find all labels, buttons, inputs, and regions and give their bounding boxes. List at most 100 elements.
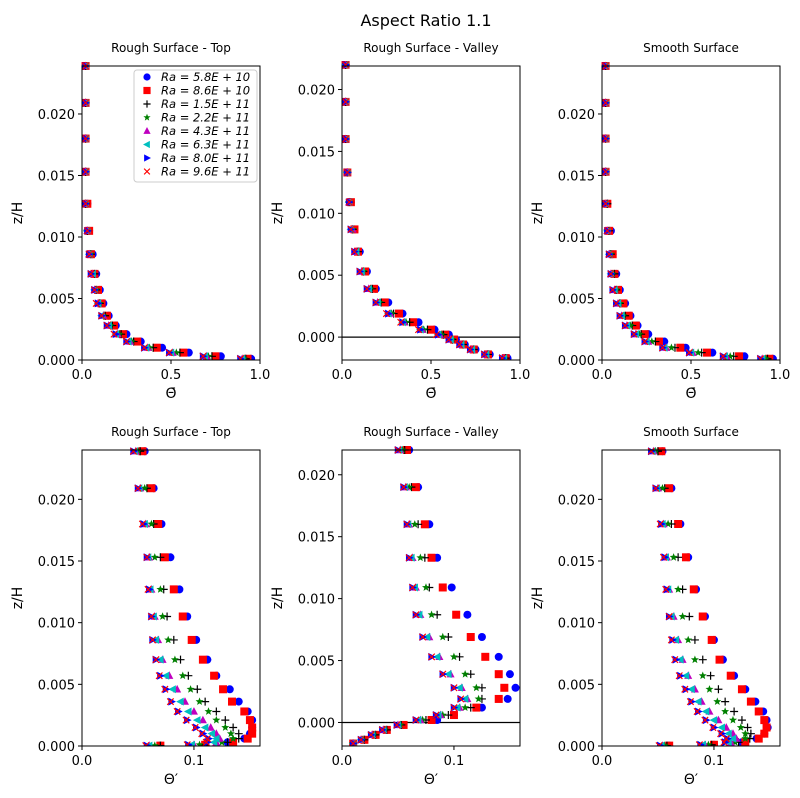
marker-star bbox=[674, 585, 683, 593]
x-tick-label: 0.1 bbox=[444, 754, 465, 769]
marker-x bbox=[466, 345, 474, 354]
y-tick-label: 0.020 bbox=[38, 108, 75, 123]
marker-x bbox=[647, 447, 655, 455]
marker-star bbox=[405, 483, 414, 491]
marker-x bbox=[671, 656, 679, 664]
marker-star bbox=[474, 694, 483, 703]
marker-square bbox=[466, 633, 475, 642]
marker-x bbox=[341, 98, 350, 106]
series bbox=[349, 446, 465, 746]
marker-star bbox=[172, 348, 181, 356]
subplot-title: Rough Surface - Top bbox=[111, 425, 231, 439]
x-axis-label: Θ′ bbox=[424, 772, 438, 788]
marker-x bbox=[147, 612, 156, 621]
marker-x bbox=[450, 684, 458, 692]
y-tick-label: 0.005 bbox=[298, 269, 335, 284]
marker-star bbox=[729, 715, 737, 724]
marker-square bbox=[472, 703, 481, 712]
marker-x bbox=[455, 340, 464, 349]
y-tick-label: 0.020 bbox=[298, 469, 335, 484]
marker-plus bbox=[714, 685, 723, 694]
marker-triangle-left bbox=[143, 140, 150, 149]
marker-triangle-right bbox=[658, 520, 666, 528]
y-axis-label: z/H bbox=[270, 587, 286, 610]
marker-star bbox=[195, 740, 204, 746]
marker-square bbox=[741, 738, 750, 746]
marker-triangle-left bbox=[717, 723, 725, 732]
series bbox=[81, 62, 245, 360]
y-tick-label: 0.015 bbox=[558, 555, 595, 570]
subplot-title: Smooth Surface bbox=[643, 425, 739, 439]
marker-x bbox=[621, 321, 629, 330]
marker-plus bbox=[444, 711, 453, 720]
marker-square bbox=[169, 585, 178, 594]
marker-x bbox=[357, 736, 365, 744]
marker-x bbox=[81, 99, 90, 107]
series bbox=[647, 447, 737, 746]
marker-x bbox=[165, 348, 173, 357]
marker-triangle-right bbox=[702, 716, 711, 725]
subplot-title: Rough Surface - Top bbox=[111, 41, 231, 55]
marker-star bbox=[626, 321, 635, 329]
series bbox=[131, 446, 224, 746]
marker-triangle-right bbox=[695, 707, 703, 716]
marker-triangle-left bbox=[693, 697, 702, 706]
x-tick-label: 0.0 bbox=[332, 754, 353, 769]
marker-x bbox=[719, 352, 727, 360]
marker-star bbox=[134, 447, 142, 455]
marker-square bbox=[715, 655, 724, 664]
data-points bbox=[647, 446, 772, 746]
marker-x bbox=[427, 653, 436, 661]
y-tick-label: 0.000 bbox=[38, 354, 75, 369]
marker-triangle-right bbox=[718, 729, 727, 738]
marker-plus bbox=[477, 683, 486, 692]
marker-triangle-right bbox=[669, 635, 677, 644]
marker-square bbox=[187, 635, 196, 644]
y-axis-label: z/H bbox=[530, 202, 546, 225]
marker-x bbox=[418, 633, 427, 641]
series bbox=[130, 447, 213, 746]
marker-triangle-left bbox=[432, 652, 441, 661]
marker-x bbox=[686, 697, 695, 706]
marker-square bbox=[737, 685, 746, 694]
marker-star bbox=[678, 612, 687, 620]
marker-x bbox=[412, 611, 420, 619]
marker-x bbox=[347, 225, 355, 234]
marker-x bbox=[350, 248, 359, 256]
series bbox=[341, 61, 512, 360]
marker-x bbox=[378, 726, 386, 734]
marker-square bbox=[452, 610, 461, 619]
marker-triangle-up bbox=[206, 723, 215, 731]
marker-star bbox=[418, 715, 427, 724]
marker-x bbox=[675, 672, 683, 680]
marker-triangle-right bbox=[385, 309, 393, 318]
marker-triangle-right bbox=[399, 318, 407, 327]
marker-triangle-left bbox=[192, 716, 201, 725]
series bbox=[657, 447, 771, 746]
marker-x bbox=[182, 716, 190, 724]
marker-square bbox=[143, 86, 151, 95]
series bbox=[649, 446, 741, 746]
marker-square bbox=[411, 483, 420, 492]
marker-square bbox=[760, 729, 769, 738]
marker-square bbox=[481, 652, 490, 661]
y-tick-label: 0.010 bbox=[558, 617, 595, 632]
marker-triangle-left bbox=[207, 729, 216, 738]
marker-x bbox=[134, 484, 142, 492]
y-axis-label: z/H bbox=[530, 587, 546, 610]
marker-x bbox=[183, 741, 191, 746]
legend-entry: Ra = 6.3E + 11 bbox=[143, 138, 250, 152]
marker-x bbox=[450, 703, 458, 712]
marker-square bbox=[762, 723, 771, 732]
marker-square bbox=[210, 671, 219, 680]
legend-label: Ra = 8.0E + 11 bbox=[161, 151, 250, 165]
y-tick-label: 0.000 bbox=[38, 740, 75, 755]
marker-triangle-up bbox=[143, 127, 151, 134]
marker-x bbox=[83, 227, 91, 235]
y-tick-label: 0.015 bbox=[558, 169, 595, 184]
data-points bbox=[129, 446, 257, 746]
marker-plus bbox=[455, 652, 464, 661]
marker-triangle-up bbox=[198, 715, 207, 724]
marker-plus bbox=[721, 697, 730, 706]
